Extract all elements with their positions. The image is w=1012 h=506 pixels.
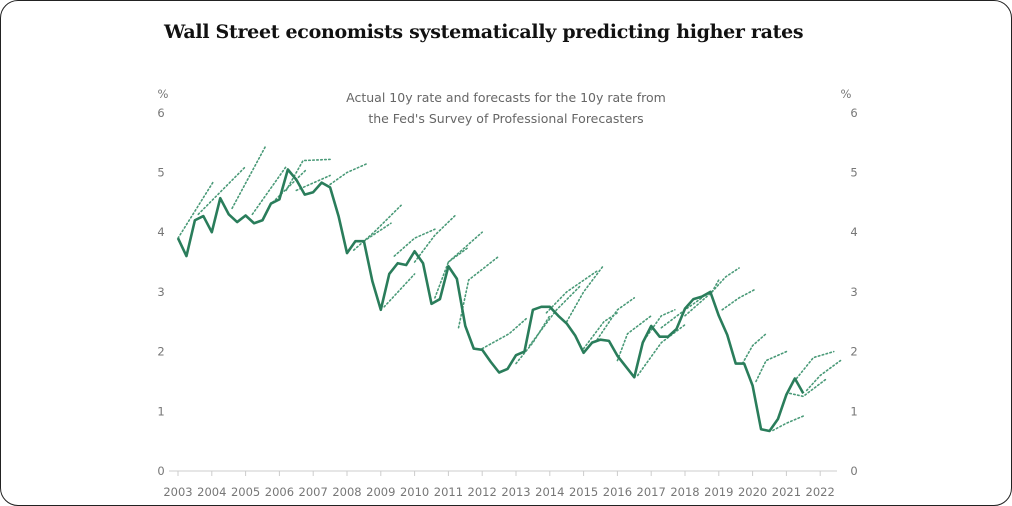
forecast-line — [352, 204, 402, 251]
x-tick-label: 2021 — [772, 485, 801, 499]
y-tick-label-right: 2 — [850, 345, 857, 359]
forecast-line — [711, 267, 740, 293]
forecast-line — [795, 350, 835, 380]
forecast-line — [805, 359, 842, 392]
y-tick-label-right: 3 — [850, 285, 857, 299]
forecast-line — [755, 350, 788, 383]
forecast-line — [393, 228, 436, 257]
x-tick-label: 2006 — [265, 485, 294, 499]
x-tick-label: 2020 — [738, 485, 767, 499]
x-tick-label: 2009 — [366, 485, 395, 499]
actual-rate-line — [176, 168, 805, 433]
forecast-line — [788, 377, 828, 398]
x-tick-label: 2019 — [704, 485, 733, 499]
forecast-line — [383, 273, 416, 308]
forecast-line — [643, 309, 676, 341]
forecast-line — [616, 314, 653, 362]
y-unit-left: % — [158, 87, 169, 101]
y-tick-label-left: 2 — [157, 345, 164, 359]
y-tick-label-right: 0 — [850, 464, 857, 478]
subtitle-line-2: the Fed's Survey of Professional Forecas… — [368, 111, 644, 126]
forecast-line — [251, 165, 287, 216]
y-tick-label-right: 1 — [850, 404, 857, 418]
forecast-line — [285, 158, 331, 192]
y-tick-label-left: 6 — [157, 106, 164, 120]
forecast-line — [721, 288, 757, 311]
forecast-line — [596, 297, 636, 341]
y-unit-right: % — [841, 87, 852, 101]
x-tick-label: 2014 — [535, 485, 564, 499]
y-tick-label-left: 5 — [157, 166, 164, 180]
forecast-line — [363, 222, 392, 242]
y-tick-label-left: 0 — [157, 464, 164, 478]
x-tick-label: 2016 — [603, 485, 632, 499]
y-tick-label-right: 6 — [850, 106, 857, 120]
y-tick-label-left: 4 — [157, 225, 164, 239]
x-tick-label: 2010 — [400, 485, 429, 499]
forecast-line — [545, 270, 598, 314]
y-tick-label-left: 1 — [157, 404, 164, 418]
forecast-line — [515, 314, 551, 365]
forecast-line — [772, 415, 805, 432]
chart-title: Wall Street economists systematically pr… — [164, 21, 804, 43]
forecast-line — [447, 231, 484, 263]
x-tick-label: 2007 — [299, 485, 328, 499]
forecast-line — [413, 214, 456, 263]
forecast-line — [197, 165, 247, 216]
x-tick-label: 2003 — [163, 485, 192, 499]
x-tick-label: 2008 — [332, 485, 361, 499]
x-tick-label: 2005 — [231, 485, 260, 499]
subtitle-line-1: Actual 10y rate and forecasts for the 10… — [346, 90, 666, 105]
forecast-line — [565, 264, 605, 323]
forecast-line — [329, 162, 369, 186]
forecast-line — [231, 144, 267, 210]
y-tick-label-right: 5 — [850, 166, 857, 180]
x-tick-label: 2017 — [637, 485, 666, 499]
forecast-line — [582, 311, 619, 350]
forecast-line — [481, 317, 527, 350]
x-tick-label: 2012 — [468, 485, 497, 499]
x-tick-label: 2018 — [670, 485, 699, 499]
forecast-line — [636, 323, 686, 377]
y-tick-label-right: 4 — [850, 225, 857, 239]
x-tick-label: 2004 — [197, 485, 226, 499]
x-tick-label: 2022 — [806, 485, 835, 499]
chart-subtitle: Actual 10y rate and forecasts for the 10… — [306, 87, 706, 129]
forecast-line — [177, 180, 215, 239]
x-tick-label: 2015 — [569, 485, 598, 499]
x-tick-label: 2011 — [434, 485, 463, 499]
y-tick-label-left: 3 — [157, 285, 164, 299]
forecast-line — [528, 285, 582, 347]
forecast-line — [741, 332, 767, 365]
x-tick-label: 2013 — [501, 485, 530, 499]
